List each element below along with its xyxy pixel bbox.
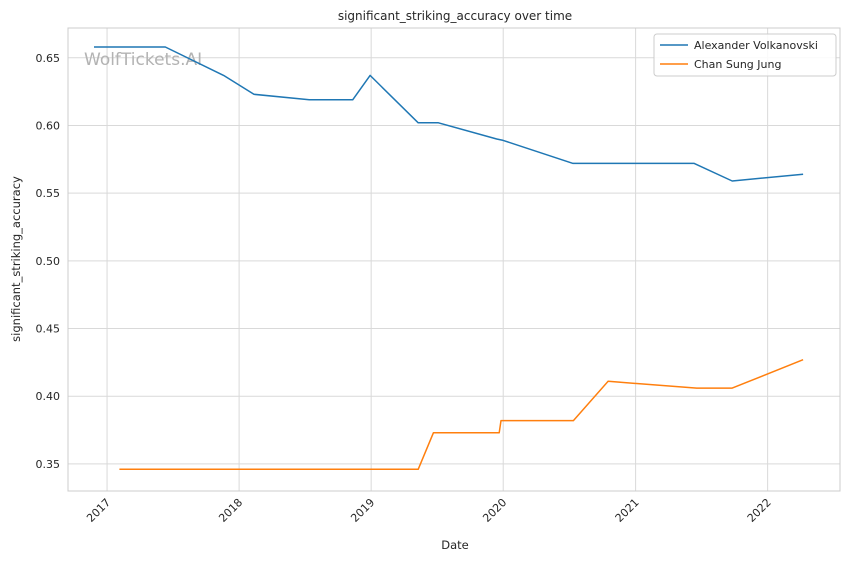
chart-title: significant_striking_accuracy over time (338, 9, 572, 23)
y-tick-label: 0.40 (36, 390, 61, 403)
y-tick-label: 0.45 (36, 323, 61, 336)
legend-label-volkanovski: Alexander Volkanovski (694, 39, 818, 52)
y-axis-label: significant_striking_accuracy (9, 176, 23, 342)
y-tick-label: 0.55 (36, 187, 61, 200)
y-tick-label: 0.35 (36, 458, 61, 471)
series-layer (94, 46, 804, 471)
plot-frame (67, 27, 841, 492)
legend-label-jung: Chan Sung Jung (694, 58, 781, 71)
watermark: WolfTickets.AI (84, 50, 202, 70)
y-tick-label: 0.60 (36, 119, 61, 132)
series-line-jung (119, 359, 804, 471)
legend: Alexander Volkanovski Chan Sung Jung (653, 33, 837, 77)
y-tick-label: 0.50 (36, 255, 61, 268)
legend-box (653, 33, 837, 77)
y-tick-label: 0.65 (36, 52, 61, 65)
x-axis-label: Date (441, 538, 469, 552)
series-line-volkanovski (94, 46, 804, 182)
